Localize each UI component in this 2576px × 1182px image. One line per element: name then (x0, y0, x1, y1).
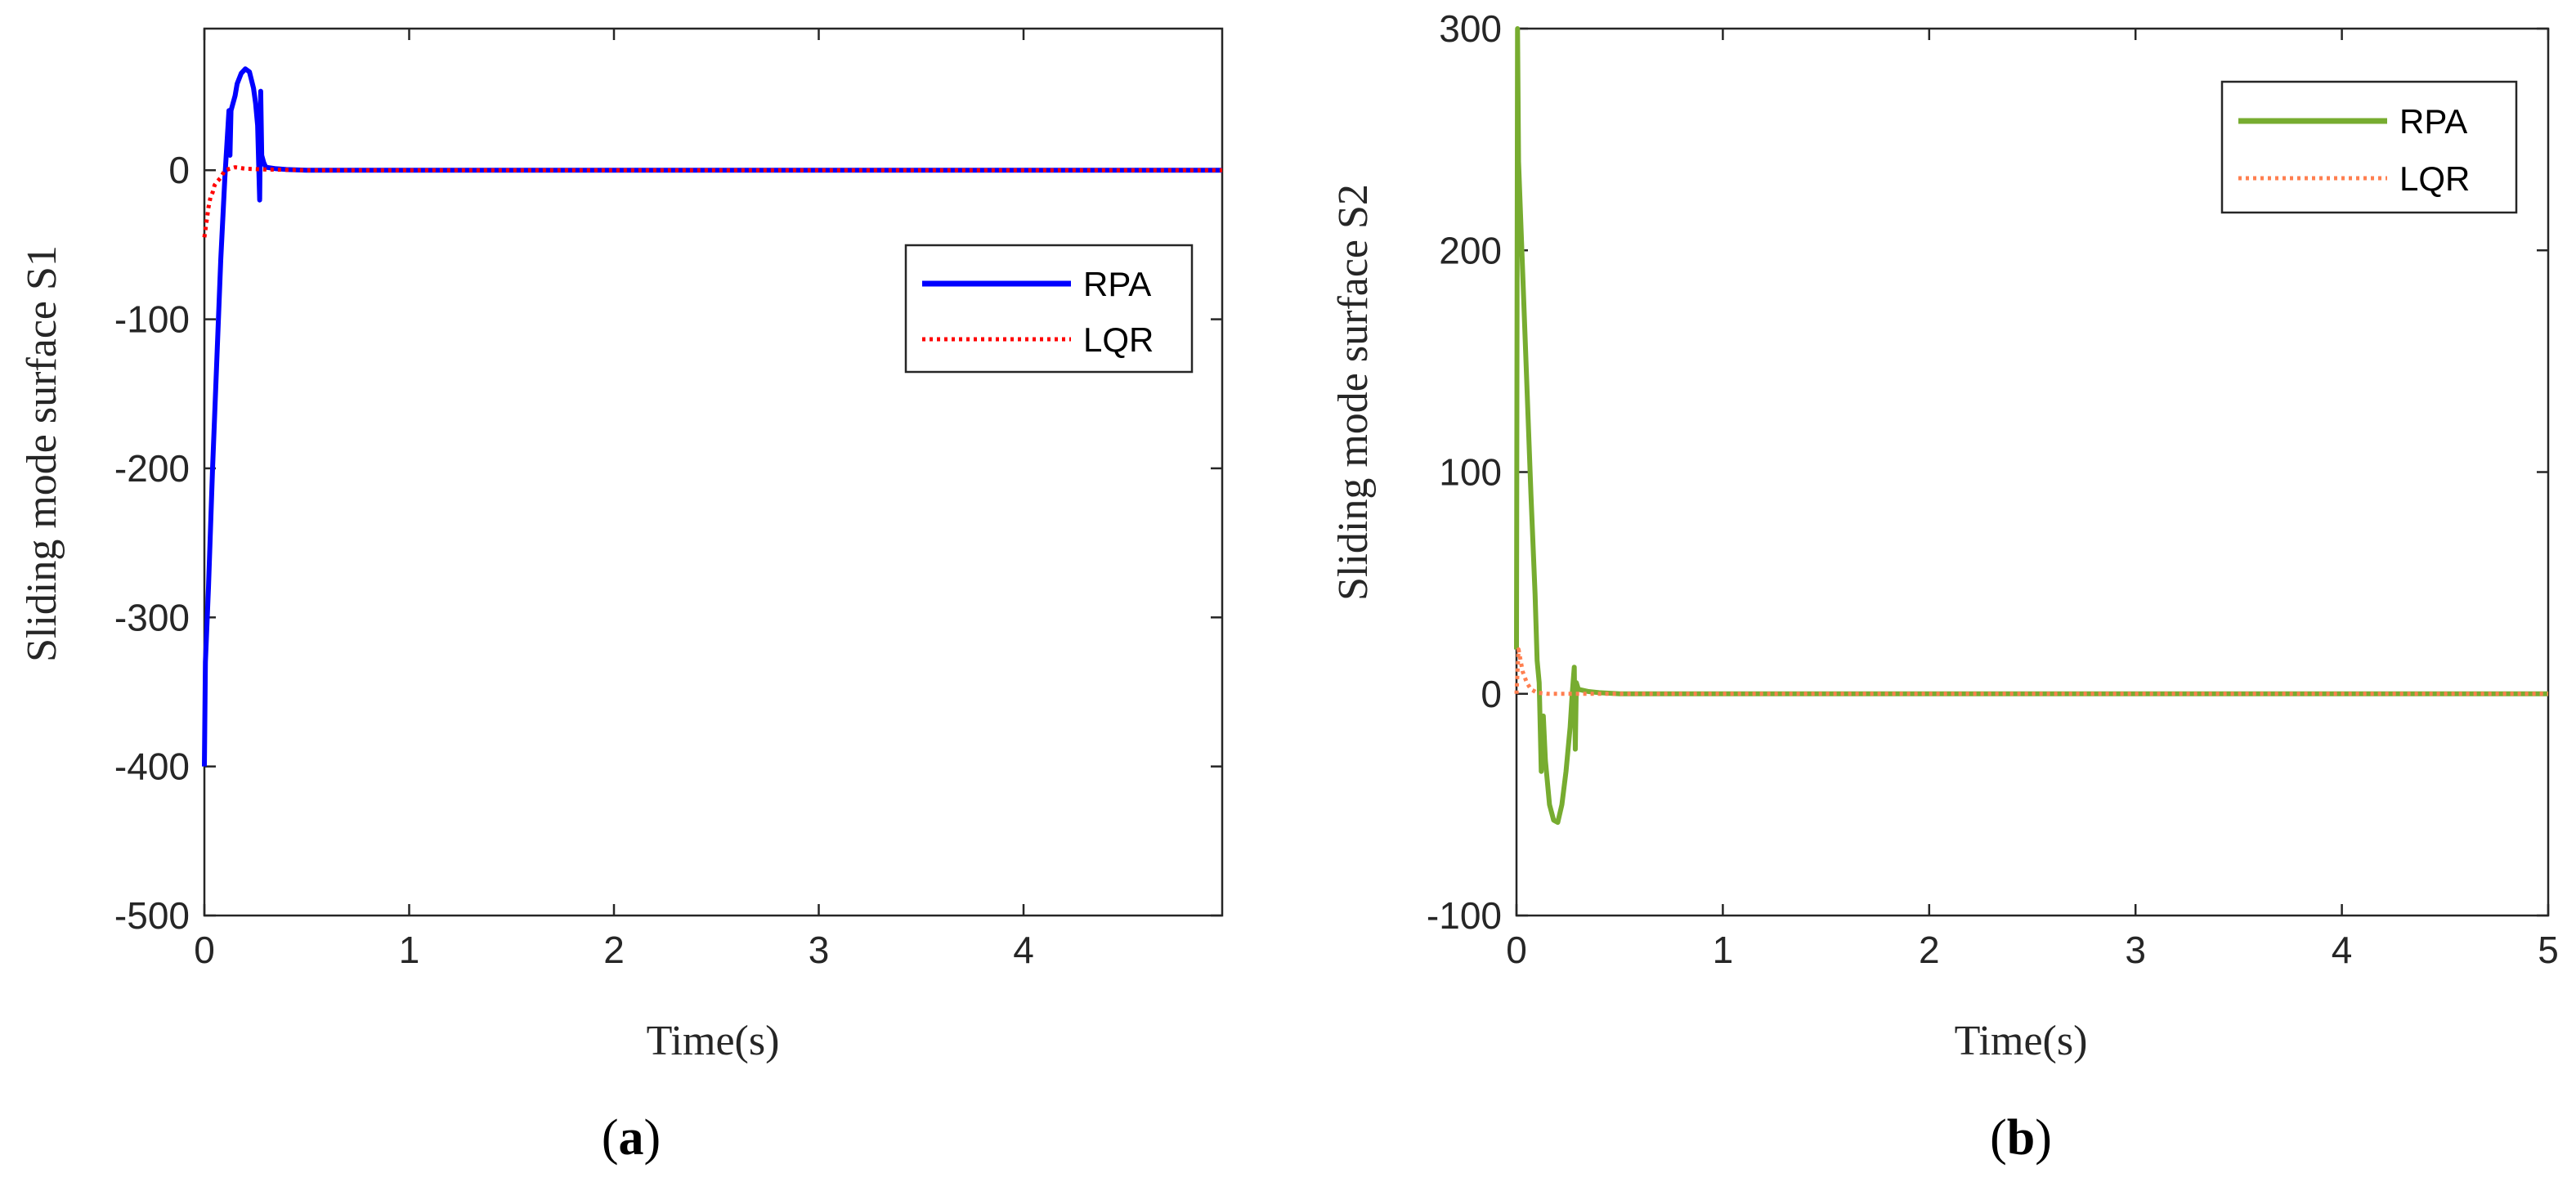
x-tick-label-b: 2 (1919, 929, 1940, 971)
y-tick-label-b: 100 (1439, 451, 1502, 494)
legend-label-lqr-a: LQR (1083, 320, 1154, 359)
tick-group-a: 0 1 2 3 4 -500 -400 -300 -200 -100 0 (114, 29, 1222, 971)
series-line-rpa-b (1514, 26, 2548, 826)
x-tick-label-a: 1 (399, 929, 420, 971)
y-tick-label-b: 300 (1439, 7, 1502, 50)
panel-label-a: (a) (602, 1110, 661, 1166)
x-tick-label-a: 4 (1013, 929, 1034, 971)
x-tick-label-a: 0 (194, 929, 215, 971)
legend-a: RPA LQR (904, 244, 1194, 374)
x-tick-label-b: 0 (1506, 929, 1527, 971)
plot-area-frame-a (203, 27, 1224, 917)
x-tick-label-b: 3 (2125, 929, 2146, 971)
legend-label-lqr-b: LQR (2399, 159, 2470, 198)
legend-label-rpa-b: RPA (2399, 102, 2467, 141)
series-group-b (1514, 26, 2548, 826)
x-tick-label-a: 2 (603, 929, 625, 971)
legend-box-b (2220, 80, 2518, 214)
series-group-a (202, 66, 1222, 767)
y-tick-label-a: -400 (114, 745, 190, 788)
y-tick-label-a: -200 (114, 447, 190, 490)
y-tick-label-b: -100 (1427, 894, 1502, 937)
y-axis-label-b: Sliding mode surface S2 (1330, 184, 1377, 601)
x-tick-label-b: 5 (2538, 929, 2559, 971)
series-line-lqr-b (1514, 647, 2548, 696)
x-tick-label-b: 1 (1713, 929, 1734, 971)
panel-label-a-letter: a (619, 1110, 644, 1166)
x-axis-label-a: Time(s) (647, 1018, 780, 1064)
y-tick-label-a: -500 (114, 894, 190, 937)
x-tick-label-b: 4 (2332, 929, 2353, 971)
chart-panel-a: 0 1 2 3 4 -500 -400 -300 -200 -100 0 Time(s) Slidi… (19, 27, 1224, 1166)
legend-b: RPA LQR (2220, 80, 2518, 214)
x-tick-label-a: 3 (809, 929, 830, 971)
series-line-lqr-a (202, 165, 1222, 238)
panel-label-b: (b) (1990, 1110, 2052, 1166)
y-tick-label-a: 0 (168, 149, 190, 191)
legend-label-rpa-a: RPA (1083, 265, 1151, 303)
y-tick-label-a: -300 (114, 596, 190, 638)
y-axis-label-a: Sliding mode surface S1 (19, 245, 65, 662)
legend-box-a (904, 244, 1194, 374)
y-tick-label-b: 200 (1439, 229, 1502, 271)
y-tick-label-a: -100 (114, 298, 190, 341)
series-line-rpa-a (202, 66, 1222, 767)
x-axis-label-b: Time(s) (1955, 1018, 2088, 1064)
y-tick-label-b: 0 (1481, 673, 1502, 715)
panel-label-b-letter: b (2007, 1110, 2035, 1166)
